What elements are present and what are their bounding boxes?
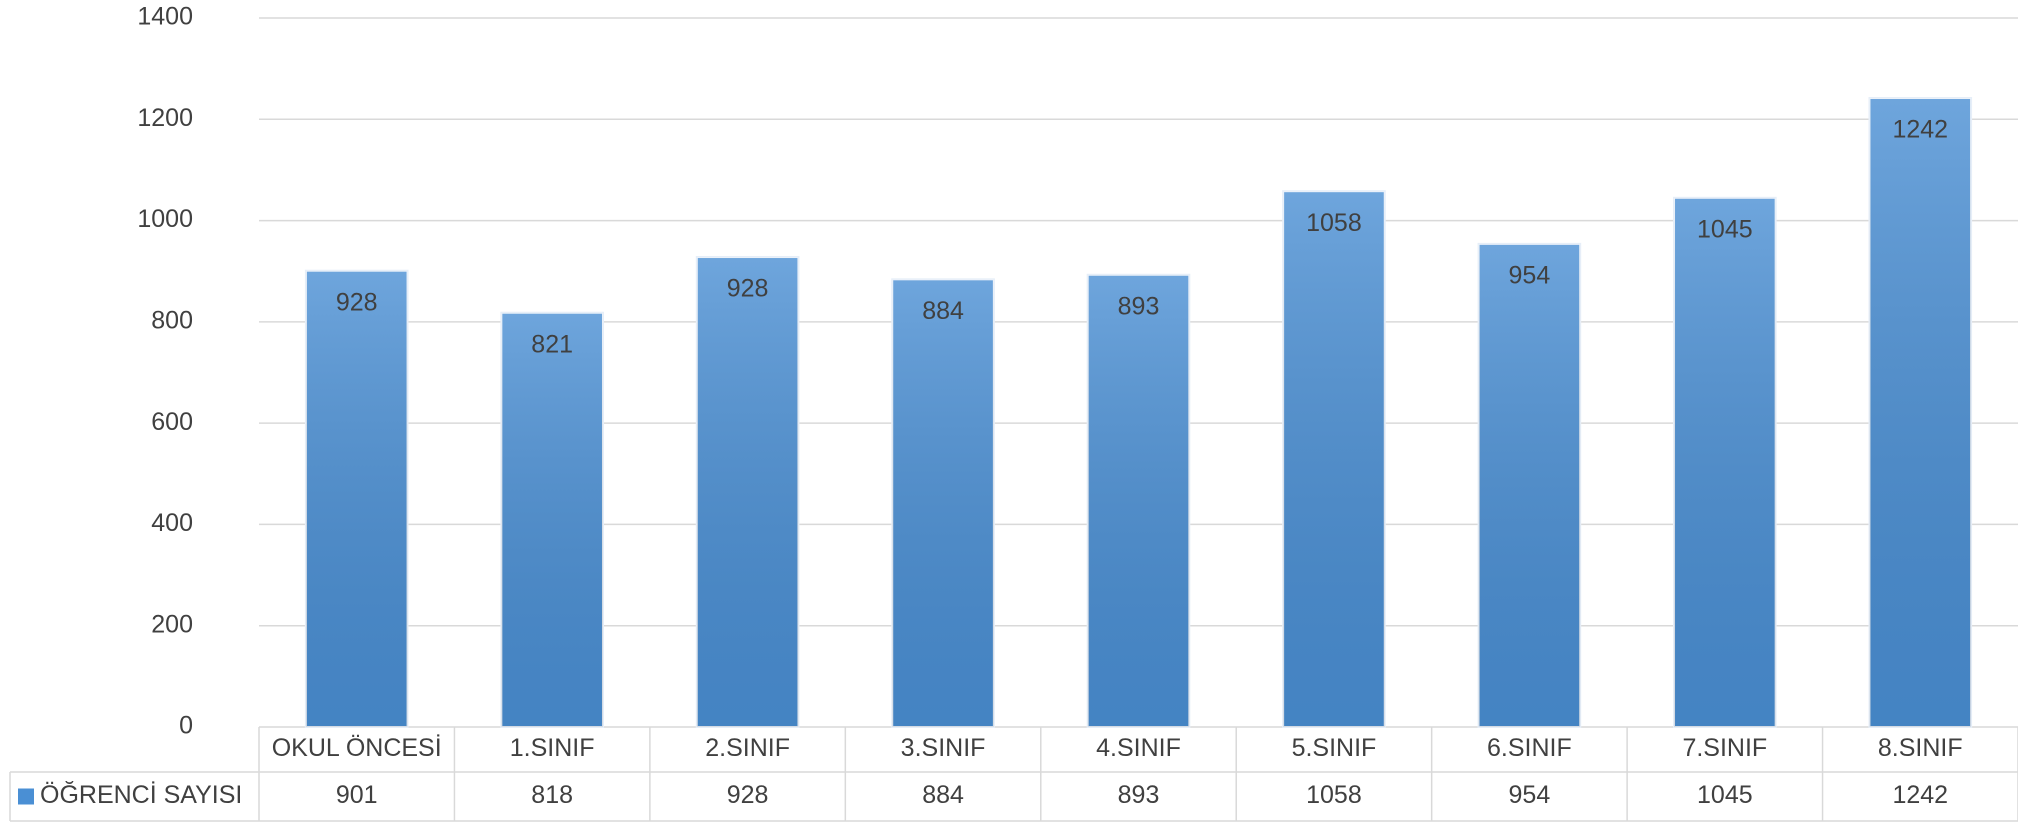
y-tick-label: 1400 (137, 3, 193, 31)
data-label: 1058 (1306, 209, 1362, 237)
bar-shade (1478, 243, 1581, 728)
table-value: 818 (531, 781, 573, 809)
table-value: 893 (1118, 781, 1160, 809)
table-value: 1045 (1697, 781, 1753, 809)
y-tick-label: 400 (151, 509, 193, 537)
bar-shade (1087, 274, 1190, 727)
data-label: 954 (1509, 261, 1551, 289)
x-tick-label: 6.SINIF (1487, 734, 1572, 762)
bar-shade (1869, 98, 1972, 727)
data-label: 1045 (1697, 215, 1753, 243)
table-value: 1058 (1306, 781, 1362, 809)
x-tick-label: 8.SINIF (1878, 734, 1963, 762)
data-label: 821 (531, 330, 573, 358)
table-value: 901 (336, 781, 378, 809)
bar-shade (892, 279, 994, 727)
table-value: 1242 (1892, 781, 1948, 809)
y-tick-label: 200 (151, 610, 193, 638)
bar-shade (305, 270, 408, 727)
legend-label: ÖĞRENCİ SAYISI (40, 780, 242, 809)
y-tick-label: 800 (151, 306, 193, 334)
x-tick-label: 7.SINIF (1682, 734, 1767, 762)
bar-shade (696, 257, 799, 727)
y-tick-label: 0 (179, 712, 193, 740)
data-label: 928 (727, 275, 769, 303)
x-tick-label: 3.SINIF (901, 734, 986, 762)
data-label: 893 (1118, 292, 1160, 320)
x-tick-label: 5.SINIF (1292, 734, 1377, 762)
data-label: 928 (336, 288, 378, 316)
x-tick-label: 4.SINIF (1096, 734, 1181, 762)
bar-shade (1674, 197, 1776, 727)
table-value: 928 (727, 781, 769, 809)
x-tick-label: OKUL ÖNCESİ (272, 733, 442, 762)
data-label: 1242 (1892, 116, 1948, 144)
legend-swatch (18, 788, 34, 805)
bar-shade (501, 312, 603, 727)
y-tick-label: 1200 (137, 104, 193, 132)
y-tick-label: 600 (151, 408, 193, 436)
data-label: 884 (922, 297, 964, 325)
table-value: 884 (922, 781, 964, 809)
table-value: 954 (1509, 781, 1551, 809)
bar-shade (1283, 191, 1385, 727)
x-tick-label: 1.SINIF (510, 734, 595, 762)
x-tick-label: 2.SINIF (705, 734, 790, 762)
y-tick-label: 1000 (137, 205, 193, 233)
